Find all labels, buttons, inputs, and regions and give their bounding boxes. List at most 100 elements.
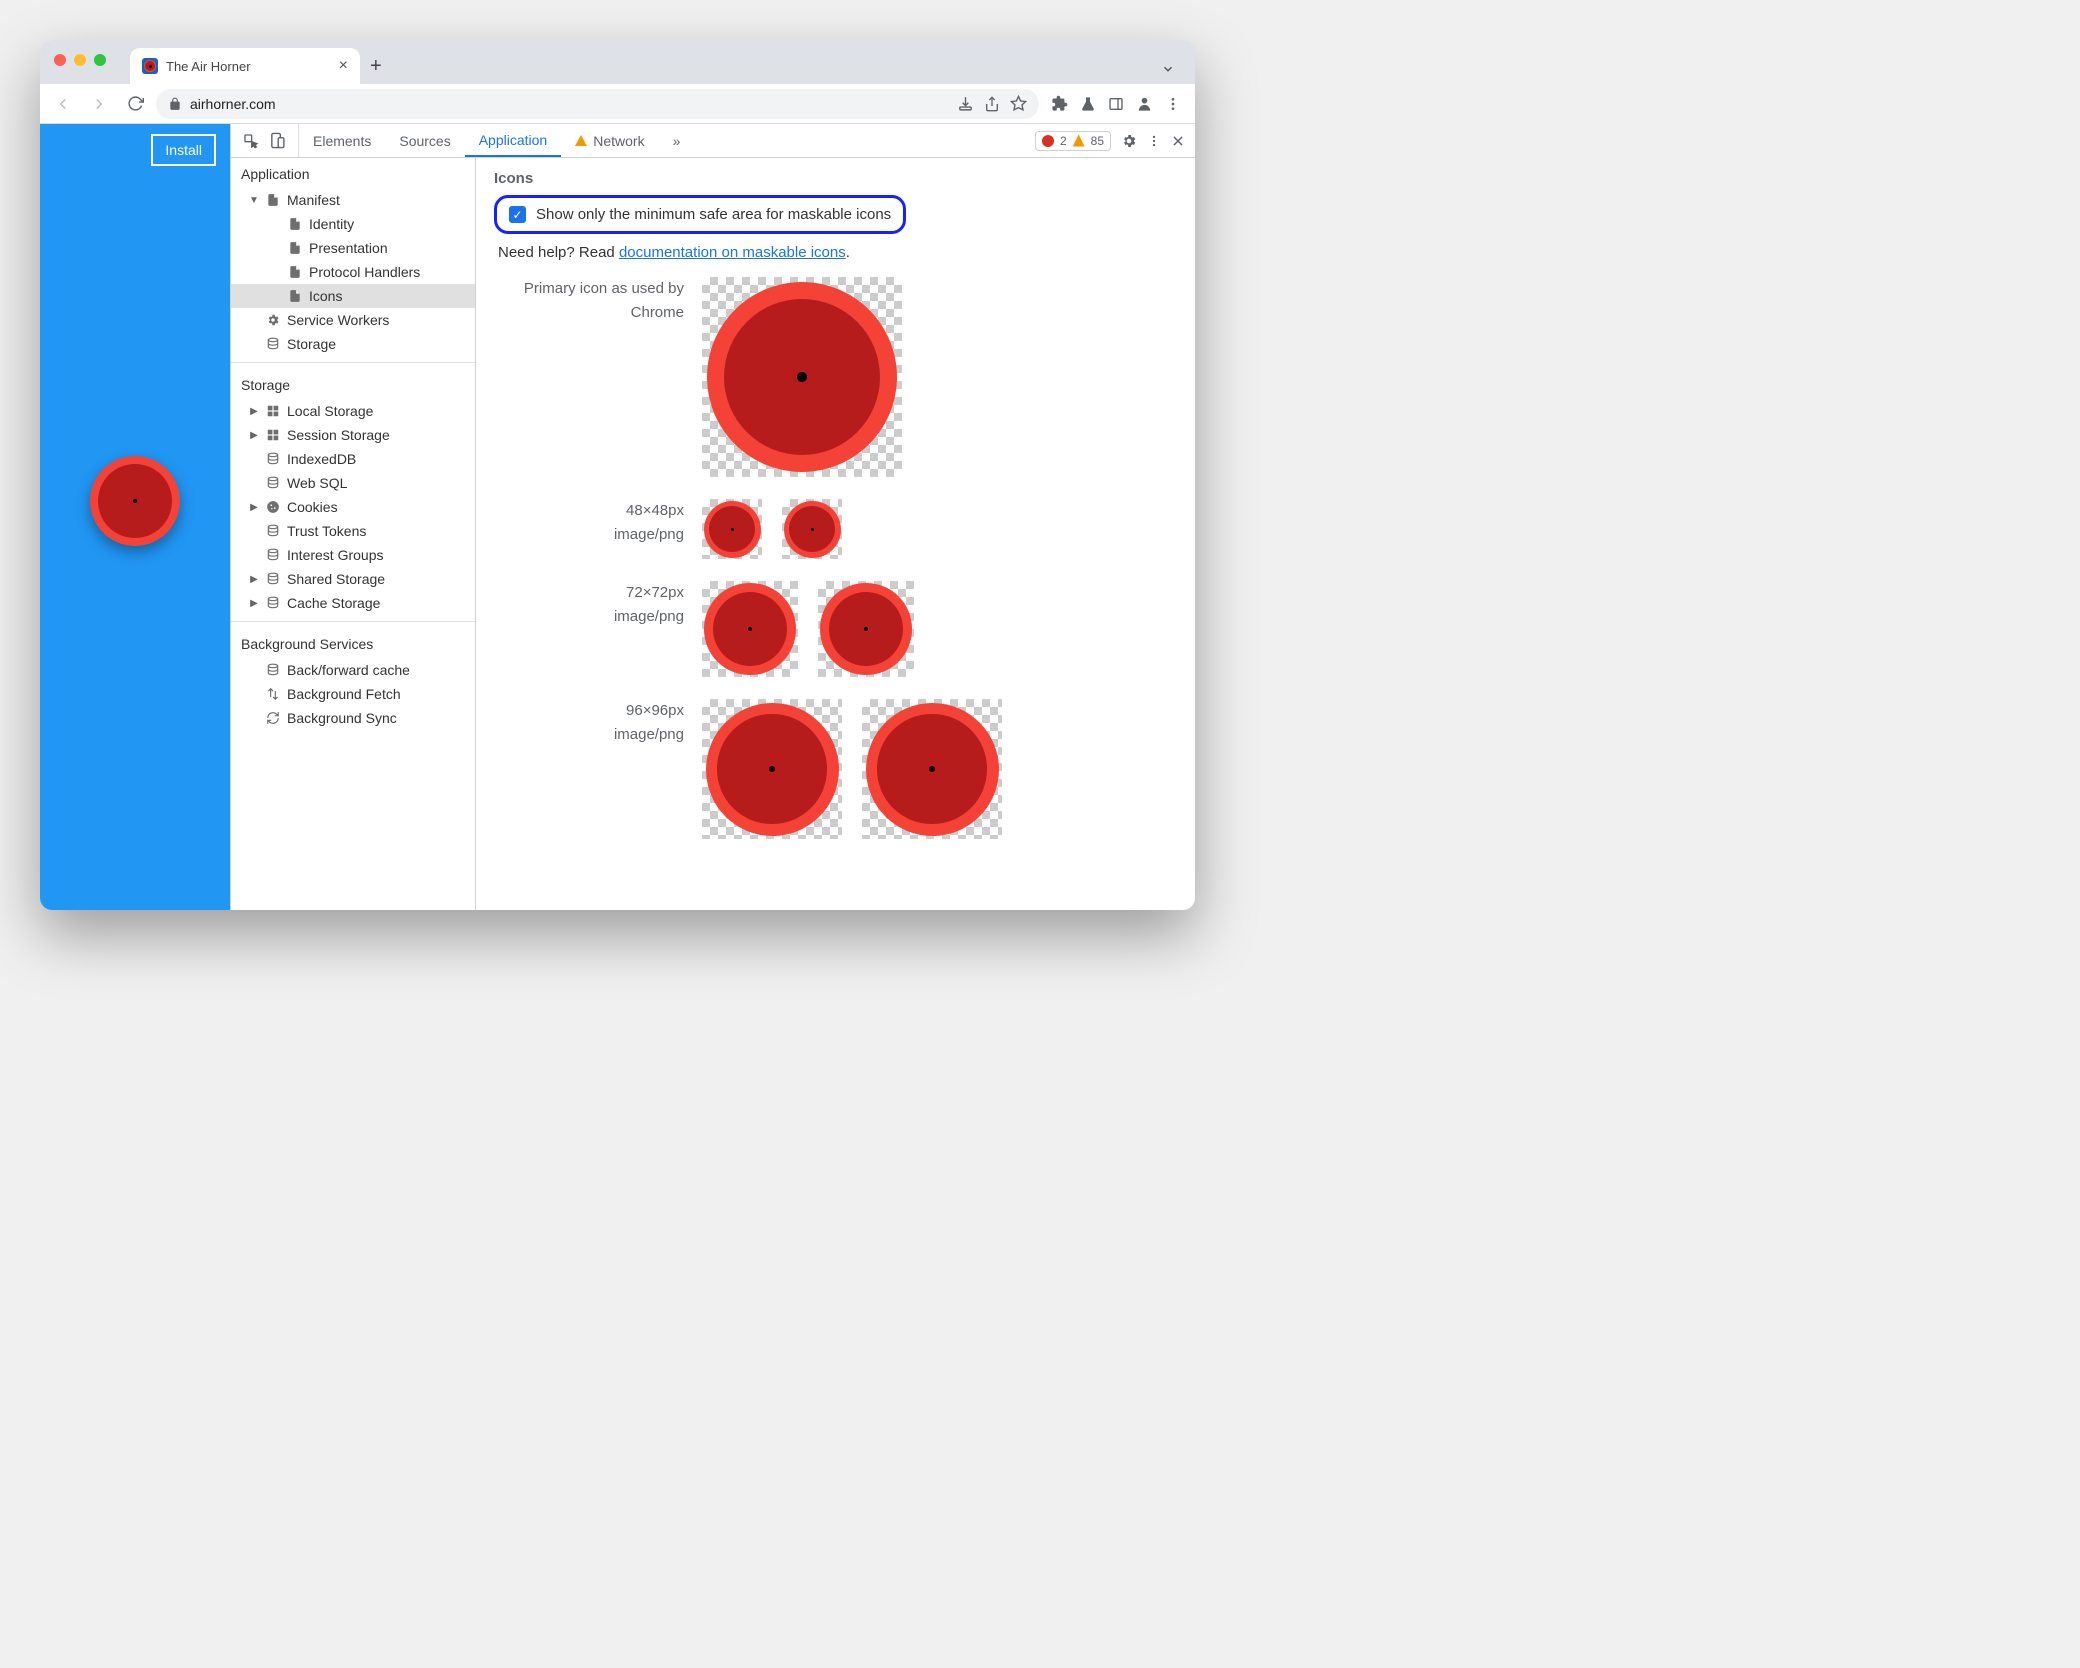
sidebar-item-label: Background Sync — [287, 710, 397, 726]
devtools-tab-elements[interactable]: Elements — [299, 124, 385, 157]
icon-meta: 72×72pximage/png — [494, 581, 684, 629]
tabs-dropdown-icon[interactable] — [1161, 62, 1175, 84]
sidebar-item-back-forward-cache[interactable]: Back/forward cache — [231, 658, 475, 682]
sidebar-item-protocol-handlers[interactable]: Protocol Handlers — [231, 260, 475, 284]
icon-meta: 48×48pximage/png — [494, 499, 684, 547]
sidebar-item-label: Shared Storage — [287, 571, 385, 587]
devtools-tabs: ElementsSourcesApplicationNetwork » 2 85 — [231, 124, 1195, 158]
browser-window: The Air Horner × + airhorner.com — [40, 40, 1195, 910]
sidebar-item-local-storage[interactable]: ▶Local Storage — [231, 399, 475, 423]
sidebar-section-title: Storage — [231, 369, 475, 399]
minimize-traffic-icon[interactable] — [74, 54, 86, 66]
browser-tab[interactable]: The Air Horner × — [130, 48, 360, 84]
sidebar-item-label: Local Storage — [287, 403, 373, 419]
icon-preview-row: 72×72pximage/png — [494, 581, 1177, 677]
file-icon — [265, 193, 281, 207]
icon-preview[interactable] — [818, 581, 914, 677]
icon-preview[interactable] — [702, 499, 762, 559]
lock-icon — [168, 97, 182, 111]
forward-button[interactable] — [84, 89, 114, 119]
sidebar-item-service-workers[interactable]: Service Workers — [231, 308, 475, 332]
settings-icon[interactable] — [1121, 133, 1137, 149]
sidebar-item-interest-groups[interactable]: Interest Groups — [231, 543, 475, 567]
sidebar-item-label: Identity — [309, 216, 354, 232]
new-tab-button[interactable]: + — [370, 55, 382, 84]
star-icon[interactable] — [1010, 95, 1027, 112]
titlebar: The Air Horner × + — [40, 40, 1195, 84]
zoom-traffic-icon[interactable] — [94, 54, 106, 66]
more-tabs-icon[interactable]: » — [659, 124, 695, 157]
db-icon — [265, 596, 281, 610]
sidebar-item-background-sync[interactable]: Background Sync — [231, 706, 475, 730]
devtools-tab-network[interactable]: Network — [561, 124, 658, 157]
airhorn-graphic[interactable] — [90, 456, 180, 546]
file-icon — [287, 265, 303, 279]
sidebar-item-label: Web SQL — [287, 475, 347, 491]
sidebar-item-shared-storage[interactable]: ▶Shared Storage — [231, 567, 475, 591]
sidebar-item-trust-tokens[interactable]: Trust Tokens — [231, 519, 475, 543]
sidebar-item-cache-storage[interactable]: ▶Cache Storage — [231, 591, 475, 615]
icon-preview[interactable] — [702, 581, 798, 677]
browser-toolbar: airhorner.com — [40, 84, 1195, 124]
install-icon[interactable] — [957, 95, 974, 112]
sidebar-item-label: Session Storage — [287, 427, 390, 443]
device-icon[interactable] — [269, 132, 286, 149]
sidebar-item-label: Back/forward cache — [287, 662, 410, 678]
file-icon — [287, 241, 303, 255]
sync-icon — [265, 711, 281, 725]
puzzle-icon[interactable] — [1051, 95, 1068, 112]
icon-preview[interactable] — [702, 699, 842, 839]
icon-preview[interactable] — [862, 699, 1002, 839]
reload-button[interactable] — [120, 89, 150, 119]
sidebar-item-presentation[interactable]: Presentation — [231, 236, 475, 260]
tab-title: The Air Horner — [166, 59, 251, 74]
icon-preview-row: Primary icon as used byChrome — [494, 277, 1177, 477]
flask-icon[interactable] — [1080, 96, 1096, 112]
icon-preview[interactable] — [702, 277, 902, 477]
file-icon — [287, 289, 303, 303]
devtools-tab-application[interactable]: Application — [465, 124, 562, 157]
close-traffic-icon[interactable] — [54, 54, 66, 66]
person-icon[interactable] — [1136, 95, 1153, 112]
url-text: airhorner.com — [190, 96, 276, 112]
sidebar-item-indexeddb[interactable]: IndexedDB — [231, 447, 475, 471]
help-text: Need help? Read documentation on maskabl… — [498, 244, 1177, 261]
db-icon — [265, 452, 281, 466]
devtools-kebab-icon[interactable] — [1147, 134, 1161, 148]
icons-heading: Icons — [494, 170, 1177, 187]
checkbox-label: Show only the minimum safe area for mask… — [536, 206, 891, 223]
sidebar-item-session-storage[interactable]: ▶Session Storage — [231, 423, 475, 447]
sidebar-item-storage[interactable]: Storage — [231, 332, 475, 356]
icon-preview[interactable] — [782, 499, 842, 559]
inspect-icon[interactable] — [243, 133, 259, 149]
db-icon — [265, 663, 281, 677]
sidebar-section-title: Background Services — [231, 628, 475, 658]
install-button[interactable]: Install — [151, 134, 216, 166]
sidebar-item-label: Cookies — [287, 499, 338, 515]
close-tab-icon[interactable]: × — [339, 57, 348, 75]
application-sidebar: Application▼ManifestIdentityPresentation… — [231, 158, 476, 910]
sidebar-item-label: Trust Tokens — [287, 523, 366, 539]
db-icon — [265, 337, 281, 351]
sidebar-item-label: Background Fetch — [287, 686, 401, 702]
sidebar-item-identity[interactable]: Identity — [231, 212, 475, 236]
devtools-tab-sources[interactable]: Sources — [385, 124, 464, 157]
close-devtools-icon[interactable] — [1171, 134, 1185, 148]
panel-icon[interactable] — [1108, 96, 1124, 112]
address-bar[interactable]: airhorner.com — [156, 89, 1039, 119]
maskable-checkbox-row[interactable]: ✓ Show only the minimum safe area for ma… — [494, 195, 906, 234]
file-icon — [287, 217, 303, 231]
sidebar-item-web-sql[interactable]: Web SQL — [231, 471, 475, 495]
checkbox-icon[interactable]: ✓ — [509, 206, 526, 223]
documentation-link[interactable]: documentation on maskable icons — [619, 244, 846, 261]
sidebar-item-cookies[interactable]: ▶Cookies — [231, 495, 475, 519]
issues-badge[interactable]: 2 85 — [1035, 131, 1111, 151]
share-icon[interactable] — [984, 96, 1000, 112]
sidebar-item-manifest[interactable]: ▼Manifest — [231, 188, 475, 212]
application-main: Icons ✓ Show only the minimum safe area … — [476, 158, 1195, 910]
updown-icon — [265, 687, 281, 701]
sidebar-item-background-fetch[interactable]: Background Fetch — [231, 682, 475, 706]
kebab-icon[interactable] — [1165, 96, 1181, 112]
sidebar-item-icons[interactable]: Icons — [231, 284, 475, 308]
back-button[interactable] — [48, 89, 78, 119]
